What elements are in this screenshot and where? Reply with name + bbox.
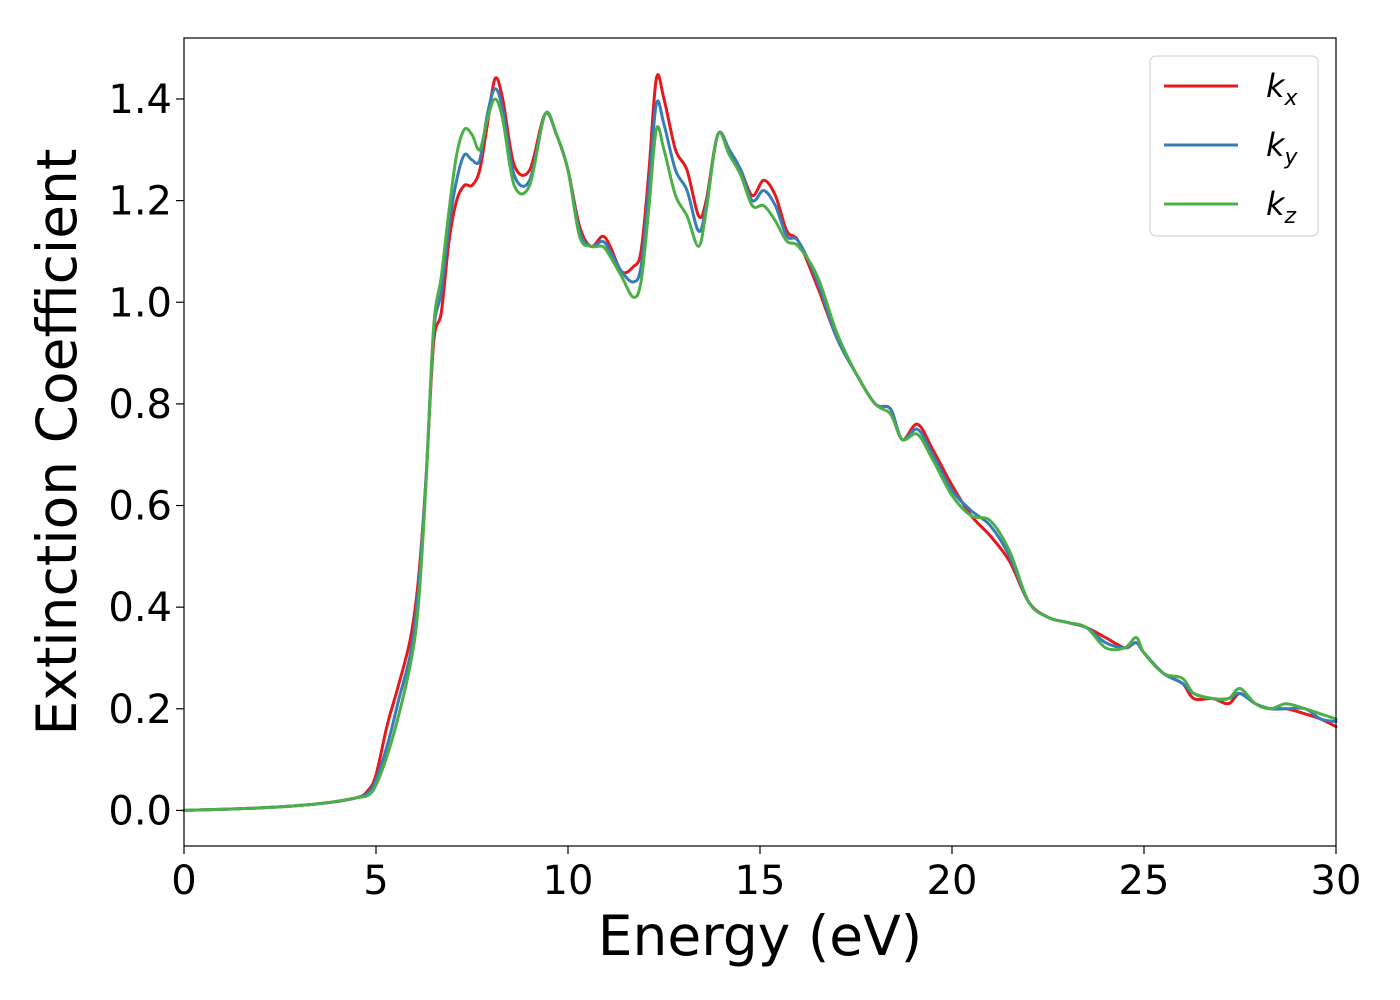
y-tick-label: 1.4 xyxy=(108,77,172,123)
y-axis-title: Extinction Coefficient xyxy=(25,149,89,736)
x-tick-label: 10 xyxy=(543,858,594,904)
x-tick-label: 25 xyxy=(1119,858,1170,904)
x-tick-label: 15 xyxy=(735,858,786,904)
series-line-z xyxy=(182,97,1338,812)
y-tick-label: 0.6 xyxy=(108,484,172,530)
series-layer xyxy=(182,73,1338,812)
x-axis-ticks: 0 5 10 15 20 25 30 xyxy=(171,846,1361,904)
x-tick-label: 5 xyxy=(363,858,388,904)
x-tick-label: 30 xyxy=(1311,858,1362,904)
y-tick-label: 1.0 xyxy=(108,280,172,326)
x-tick-label: 20 xyxy=(927,858,978,904)
y-tick-label: 0.0 xyxy=(108,788,172,834)
x-tick-label: 0 xyxy=(171,858,196,904)
y-axis-ticks: 0.0 0.2 0.4 0.6 0.8 1.0 1.2 1.4 xyxy=(108,77,184,834)
y-tick-label: 1.2 xyxy=(108,179,172,225)
y-tick-label: 0.4 xyxy=(108,585,172,631)
y-tick-label: 0.8 xyxy=(108,382,172,428)
y-tick-label: 0.2 xyxy=(108,687,172,733)
x-axis-title: Energy (eV) xyxy=(598,904,922,968)
